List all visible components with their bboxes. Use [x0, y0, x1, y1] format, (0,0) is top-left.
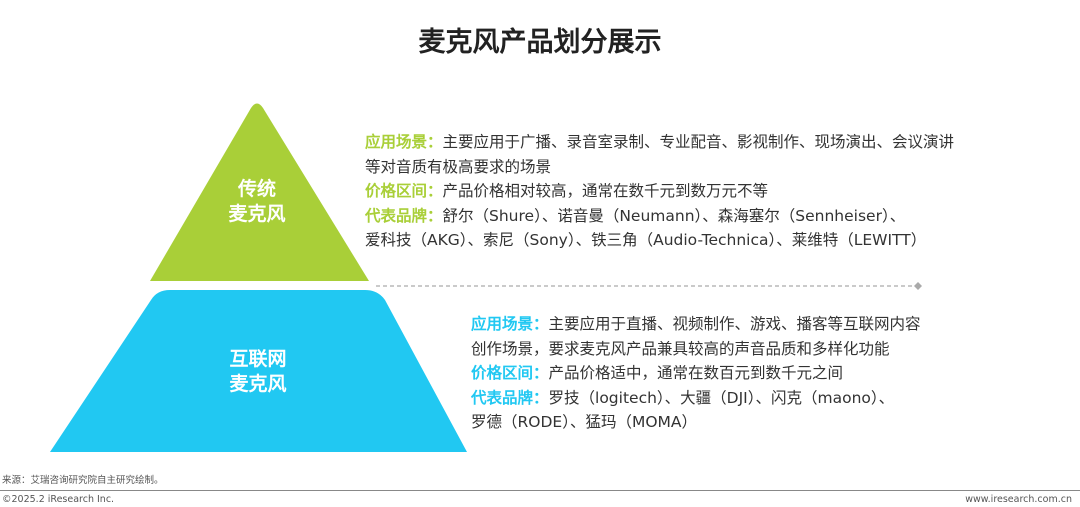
website-url: www.iresearch.com.cn — [965, 494, 1072, 505]
pyramid-bottom-internet — [50, 290, 467, 452]
internet-description: 应用场景：主要应用于直播、视频制作、游戏、播客等互联网内容 创作场景，要求麦克风… — [471, 312, 921, 435]
desc-line: 价格区间：产品价格相对较高，通常在数千元到数万元不等 — [365, 182, 769, 201]
desc-line: 代表品牌：罗技（logitech）、大疆（DJI）、闪克（maono）、 — [471, 388, 895, 407]
pyramid-top-traditional — [150, 103, 369, 281]
level-label-line: 传统 — [237, 178, 276, 200]
desc-line: 爱科技（AKG）、索尼（Sony）、铁三角（Audio-Technica）、莱维… — [365, 231, 927, 250]
level-label-line: 互联网 — [229, 348, 287, 370]
traditional-description: 应用场景：主要应用于广播、录音室录制、专业配音、影视制作、现场演出、会议演讲 等… — [365, 130, 954, 253]
level-label-line: 麦克风 — [229, 373, 287, 395]
footer-divider — [0, 490, 1080, 491]
desc-line: 等对音质有极高要求的场景 — [365, 157, 552, 176]
desc-line: 价格区间：产品价格适中，通常在数百元到数千元之间 — [471, 364, 844, 383]
level-label-line: 麦克风 — [228, 203, 286, 225]
desc-line: 创作场景，要求麦克风产品兼具较高的声音品质和多样化功能 — [471, 339, 890, 358]
desc-line: 应用场景：主要应用于直播、视频制作、游戏、播客等互联网内容 — [471, 315, 921, 333]
level-label-internet: 互联网 麦克风 — [198, 347, 318, 397]
copyright: ©2025.2 iResearch Inc. — [2, 494, 115, 505]
level-label-traditional: 传统 麦克风 — [207, 177, 307, 227]
desc-line: 罗德（RODE）、猛玛（MOMA） — [471, 413, 697, 432]
desc-line: 代表品牌：舒尔（Shure）、诺音曼（Neumann）、森海塞尔（Sennhei… — [365, 206, 906, 225]
desc-line: 应用场景：主要应用于广播、录音室录制、专业配音、影视制作、现场演出、会议演讲 — [365, 133, 955, 151]
page-title: 麦克风产品划分展示 — [418, 27, 662, 58]
divider-diamond-marker — [914, 282, 922, 290]
source-note: 来源：艾瑞咨询研究院自主研究绘制。 — [2, 475, 164, 486]
